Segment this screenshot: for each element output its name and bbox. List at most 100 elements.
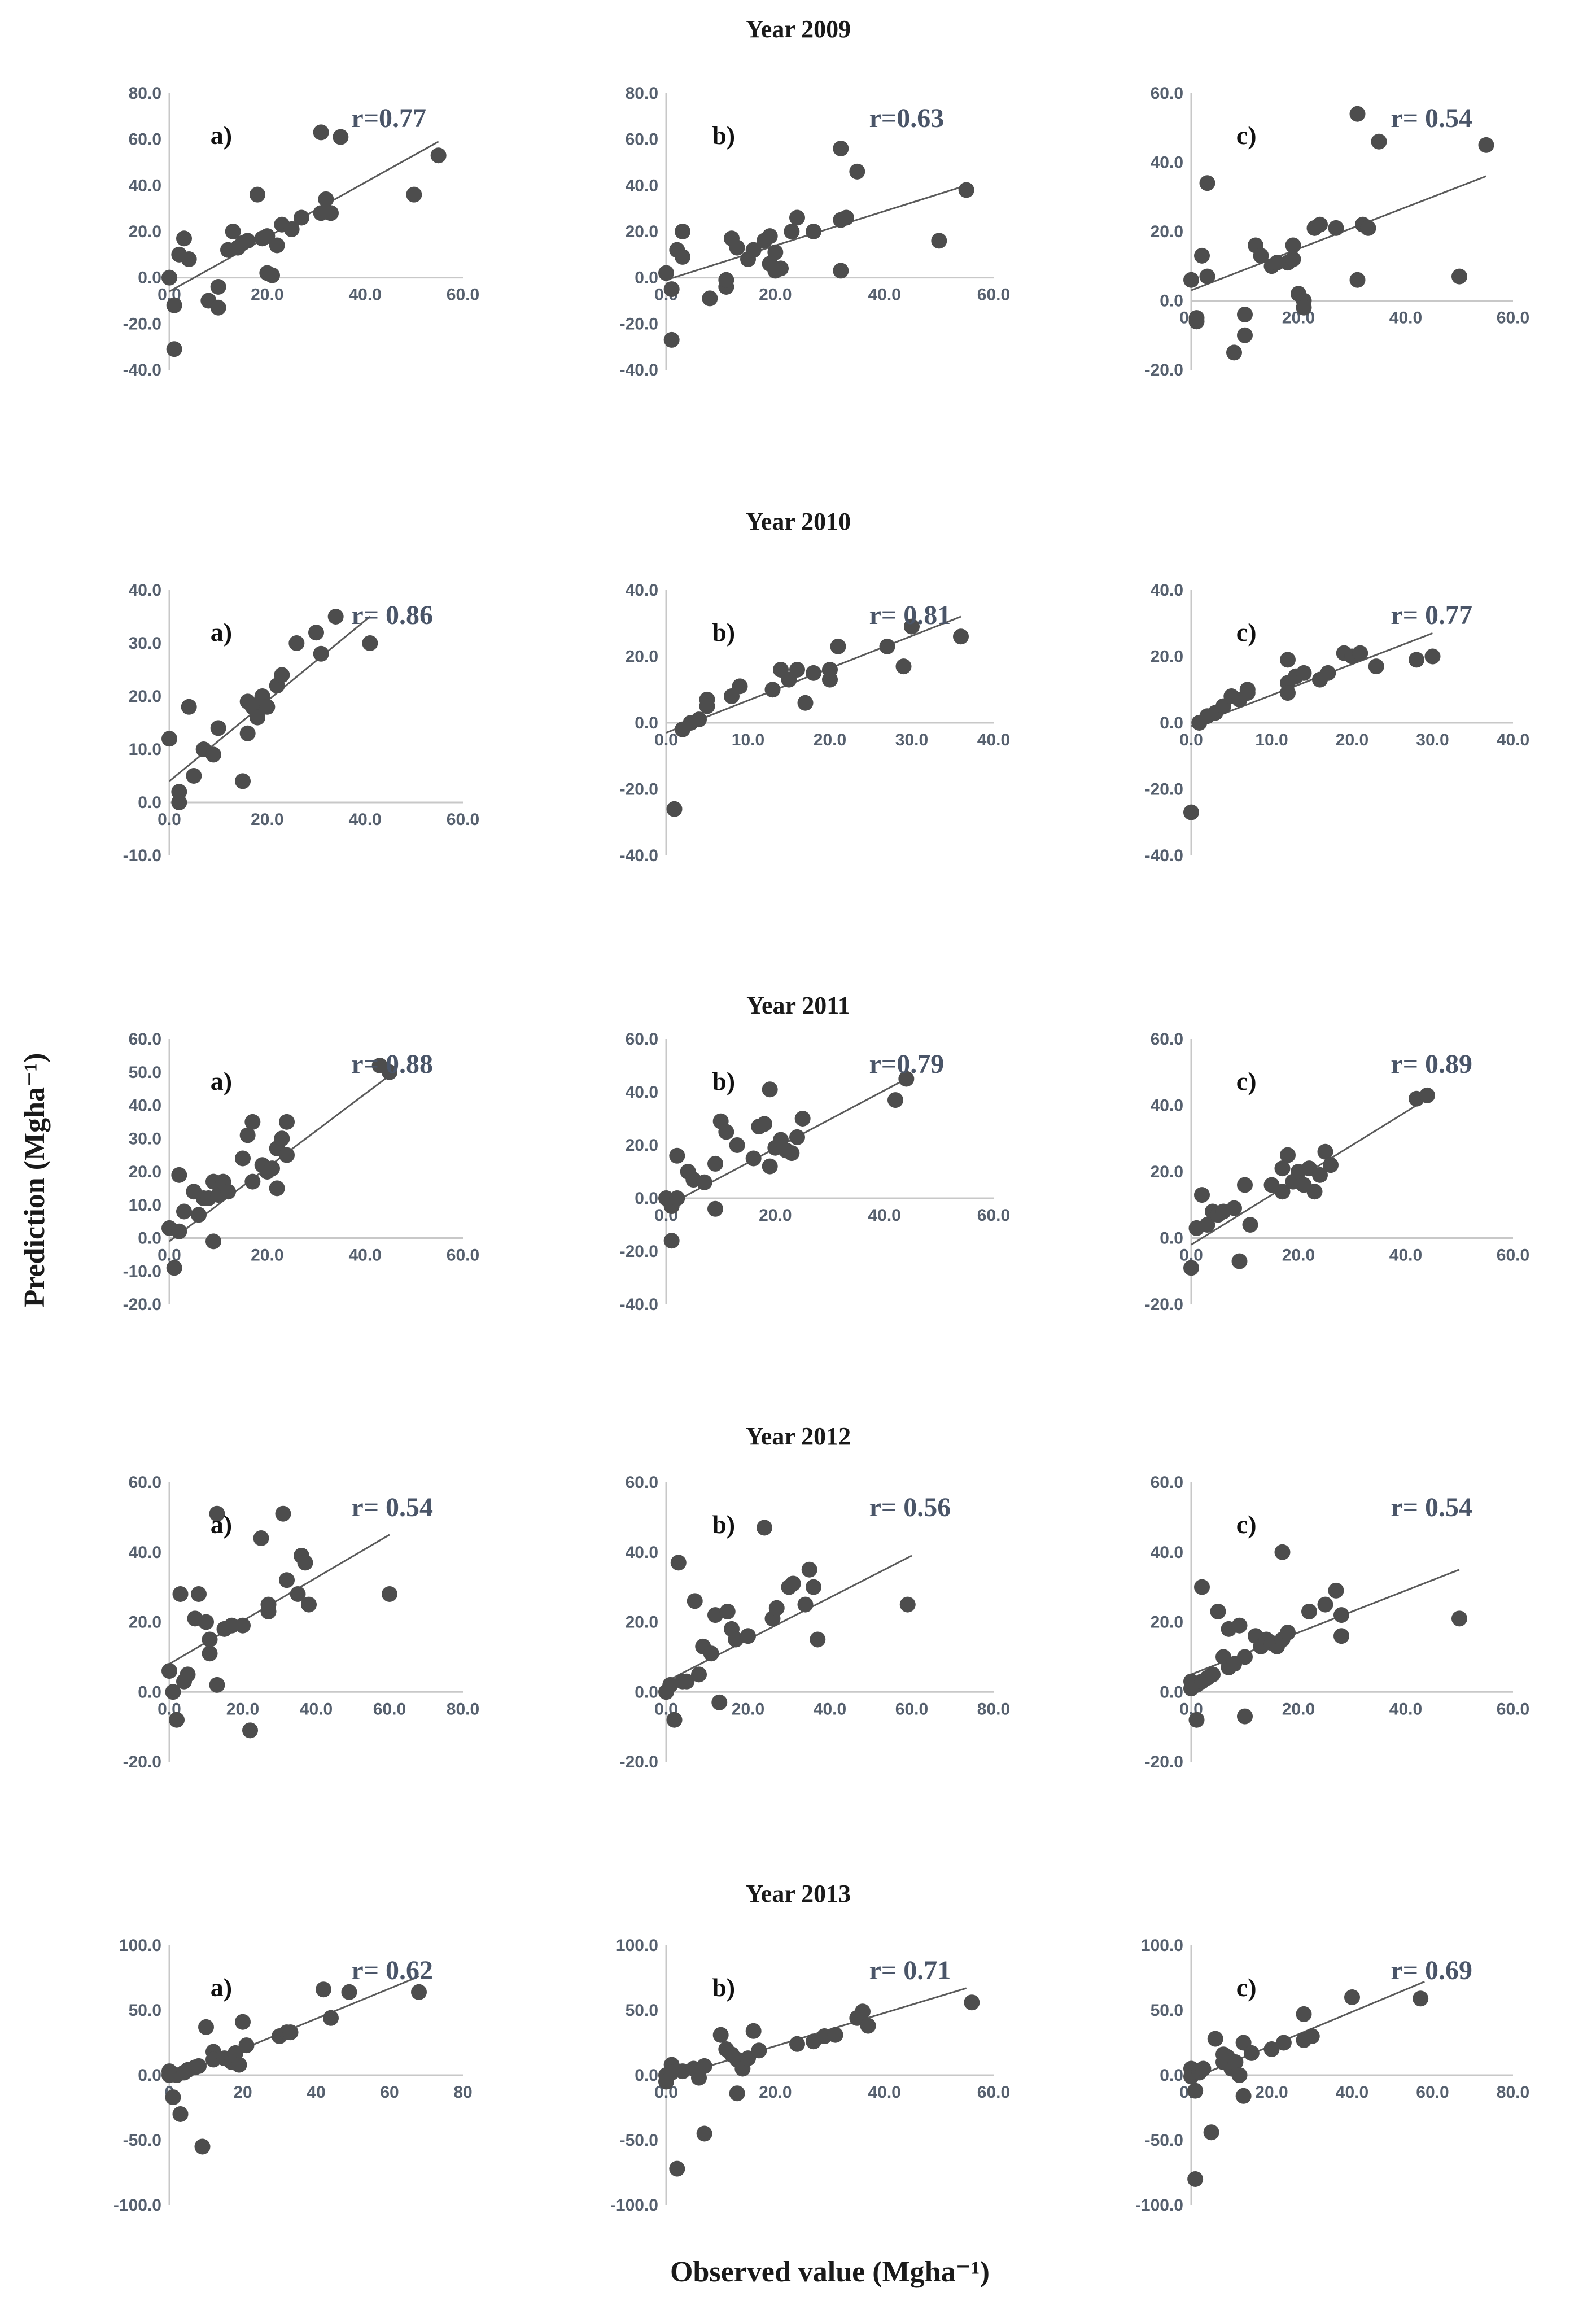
data-point <box>161 1663 177 1679</box>
data-point <box>1296 665 1312 681</box>
y-tick-label: 20.0 <box>129 687 161 706</box>
data-point <box>1194 1187 1210 1203</box>
x-tick-label: 80 <box>453 2083 472 2102</box>
y-tick-label: -20.0 <box>620 315 658 333</box>
x-tick-label: 40.0 <box>977 731 1010 749</box>
scatter-panel-year-2009-c: -20.00.020.040.060.00.020.040.060.0c)r= … <box>1145 84 1530 379</box>
data-point <box>275 1505 291 1522</box>
scatter-panel-year-2011-c: -20.00.020.040.060.00.0 20.0 40.0 60.0c)r= … <box>1145 1030 1530 1314</box>
data-point <box>732 678 748 695</box>
data-point <box>899 1596 916 1613</box>
data-point <box>1274 1184 1291 1200</box>
y-tick-label: 0.0 <box>1160 1683 1183 1701</box>
y-tick-label: 60.0 <box>1151 84 1183 103</box>
data-point <box>1312 216 1328 233</box>
x-tick-label: 20.0 <box>759 1206 792 1225</box>
data-point <box>316 1981 331 1998</box>
x-tick-label: 40.0 <box>1389 309 1422 328</box>
x-tick-label: 40 <box>307 2083 325 2102</box>
x-tick-label: 20 <box>233 2083 252 2102</box>
correlation-label: r= 0.56 <box>869 1492 951 1522</box>
year-title-2013: Year 2013 <box>746 1880 851 1907</box>
x-tick-label: 10.0 <box>732 731 764 749</box>
data-point <box>1207 2031 1223 2047</box>
y-tick-label: 0.0 <box>138 269 161 287</box>
data-point <box>1239 685 1256 701</box>
x-tick-label: 60.0 <box>977 1206 1010 1225</box>
data-point <box>1409 652 1424 668</box>
y-axis-label: Prediction (Mgha⁻¹) <box>19 1053 51 1308</box>
data-point <box>1349 106 1366 122</box>
data-point <box>282 2024 299 2041</box>
y-tick-label: 10.0 <box>129 740 161 759</box>
data-point <box>1194 1579 1210 1595</box>
y-tick-label: 0.0 <box>635 1683 658 1701</box>
data-point <box>210 279 226 295</box>
y-tick-label: -40.0 <box>123 361 161 379</box>
data-point <box>1263 2041 1280 2057</box>
data-point <box>209 1677 225 1693</box>
correlation-label: r= 0.88 <box>351 1049 433 1079</box>
data-point <box>210 720 226 736</box>
data-point <box>259 699 276 715</box>
scatter-panel-year-2012-b: -20.00.020.040.060.00.0 20.0 40.0 60.0 80.0b… <box>620 1473 1011 1771</box>
x-tick-label: 60.0 <box>977 286 1010 304</box>
data-point <box>1301 1603 1317 1619</box>
panel-label: a) <box>211 1973 232 2002</box>
y-tick-label: 0.0 <box>138 2066 161 2085</box>
y-tick-label: 80.0 <box>129 84 161 103</box>
data-point <box>806 224 821 239</box>
data-point <box>1237 1708 1253 1725</box>
data-point <box>1203 2124 1219 2141</box>
panel-label: a) <box>211 618 232 647</box>
data-point <box>757 1116 772 1132</box>
data-point <box>1253 247 1269 264</box>
y-tick-label: 50.0 <box>626 2001 658 2020</box>
data-point <box>327 609 344 625</box>
y-tick-label: 60.0 <box>129 130 161 149</box>
data-point <box>895 658 912 675</box>
data-point <box>707 1607 723 1623</box>
panel-label: a) <box>211 1067 232 1095</box>
data-point <box>181 699 197 715</box>
correlation-label: r= 0.69 <box>1391 1955 1472 1985</box>
y-tick-label: -10.0 <box>123 1262 161 1281</box>
y-tick-label: -20.0 <box>123 315 161 333</box>
data-point <box>806 665 821 681</box>
data-point <box>669 1147 685 1164</box>
data-point <box>1349 272 1366 288</box>
scatter-panel-year-2012-c: -20.00.020.040.060.00.0 20.0 40.0 60.0c)r= … <box>1145 1473 1530 1771</box>
data-point <box>225 224 241 239</box>
data-point <box>669 2160 685 2177</box>
data-point <box>1183 804 1199 820</box>
panel-label: b) <box>712 1067 735 1095</box>
y-tick-label: 40.0 <box>129 581 161 600</box>
x-tick-label: 20.0 <box>251 286 283 304</box>
trend-line <box>666 1987 967 2080</box>
data-point <box>767 244 784 260</box>
data-point <box>1312 1167 1328 1183</box>
correlation-label: r=0.77 <box>351 103 426 133</box>
data-point <box>764 682 781 698</box>
data-point <box>205 746 221 763</box>
correlation-label: r= 0.86 <box>351 600 433 630</box>
data-point <box>1328 220 1344 236</box>
data-point <box>898 1071 915 1087</box>
data-point <box>239 725 256 741</box>
data-point <box>341 1984 357 2000</box>
data-point <box>958 182 974 198</box>
data-point <box>161 731 177 747</box>
data-point <box>323 205 339 221</box>
data-point <box>191 1207 207 1223</box>
data-point <box>789 209 805 226</box>
data-point <box>1205 1666 1221 1683</box>
data-point <box>279 1572 295 1588</box>
data-point <box>191 2058 207 2074</box>
data-point <box>879 638 895 654</box>
data-point <box>702 290 718 307</box>
x-tick-label: 60.0 <box>447 1246 479 1265</box>
scatter-panel-year-2010-a: -10.0 0.0 10.0 20.0 30.0 40.0 0.0 20.0 40.0 60.0 a… <box>123 581 480 865</box>
data-point <box>235 1617 251 1634</box>
data-point <box>210 299 226 316</box>
